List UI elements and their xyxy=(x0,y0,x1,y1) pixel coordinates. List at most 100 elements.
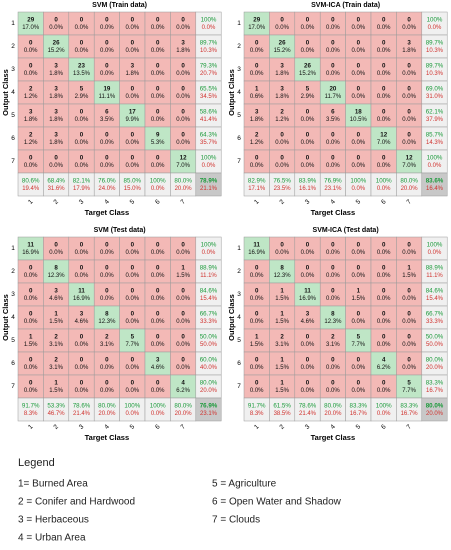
cell-value: 0 xyxy=(382,17,386,24)
cell-percent: 24.0% xyxy=(98,186,116,192)
cell-value: 100% xyxy=(376,403,392,410)
cell-percent: 0.0% xyxy=(301,117,315,123)
cell-percent: 33.3% xyxy=(200,319,218,325)
cell-value: 5 xyxy=(407,380,411,387)
cell-value: 11 xyxy=(27,242,34,249)
cell-value: 0 xyxy=(54,17,58,24)
legend-item: 5 = Agriculture xyxy=(212,479,277,490)
cell-percent: 0.0% xyxy=(402,319,416,325)
cell-percent: 1.2% xyxy=(24,94,38,100)
cell-value: 0 xyxy=(306,155,310,162)
cell-value: 0 xyxy=(156,17,160,24)
cell-value: 8 xyxy=(280,265,284,272)
cell-value: 0 xyxy=(54,242,58,249)
cell-value: 0 xyxy=(156,265,160,272)
cell-percent: 0.0% xyxy=(402,365,416,371)
cell-percent: 8.3% xyxy=(250,411,264,417)
cell-value: 0 xyxy=(407,334,411,341)
cell-percent: 0.0% xyxy=(151,250,165,256)
cell-value: 0 xyxy=(331,288,335,295)
cell-percent: 0.0% xyxy=(275,163,289,169)
row-label: 6 xyxy=(11,360,15,367)
cell-percent: 0.0% xyxy=(301,342,315,348)
row-label: 4 xyxy=(237,314,241,321)
cell-percent: 0.0% xyxy=(301,250,315,256)
cell-percent: 0.0% xyxy=(402,296,416,302)
cell-percent: 1.8% xyxy=(275,71,289,77)
cell-percent: 0.0% xyxy=(100,250,114,256)
col-label: 7 xyxy=(179,423,187,431)
cell-value: 11 xyxy=(304,288,311,295)
cell-value: 0 xyxy=(331,17,335,24)
cell-value: 0 xyxy=(306,132,310,139)
cell-value: 0 xyxy=(382,86,386,93)
cell-value: 12 xyxy=(180,155,187,162)
cell-value: 0 xyxy=(181,288,185,295)
cell-value: 0 xyxy=(255,288,259,295)
col-label: 3 xyxy=(304,423,312,431)
cell-percent: 0.0% xyxy=(250,319,264,325)
cell-percent: 20.0% xyxy=(98,411,116,417)
cell-value: 0 xyxy=(80,17,84,24)
cell-percent: 0.0% xyxy=(326,48,340,54)
cell-value: 100% xyxy=(201,17,217,24)
col-label: 3 xyxy=(78,198,86,206)
cell-value: 0 xyxy=(280,132,284,139)
cell-value: 6 xyxy=(331,109,335,116)
cell-value: 2 xyxy=(29,86,33,93)
cell-value: 0 xyxy=(131,17,135,24)
cell-value: 0 xyxy=(105,63,109,70)
cell-value: 3 xyxy=(131,63,135,70)
cell-percent: 0.0% xyxy=(402,140,416,146)
legend-item: 4 = Urban Area xyxy=(18,533,86,544)
cell-value: 0 xyxy=(181,17,185,24)
cell-percent: 0.0% xyxy=(250,71,264,77)
cell-value: 0 xyxy=(255,311,259,318)
cell-value: 3 xyxy=(306,311,310,318)
cell-value: 0 xyxy=(29,311,33,318)
cell-value: 100% xyxy=(124,403,140,410)
cell-percent: 0.0% xyxy=(24,319,38,325)
cell-percent: 5.3% xyxy=(151,140,165,146)
cell-value: 88.9% xyxy=(426,265,444,272)
cell-value: 0 xyxy=(255,380,259,387)
legend-item: 2 = Conifer and Hardwood xyxy=(18,497,135,508)
cell-value: 0 xyxy=(382,380,386,387)
cell-value: 5 xyxy=(80,86,84,93)
cell-value: 1 xyxy=(54,380,58,387)
col-label: 4 xyxy=(103,423,111,431)
cell-percent: 0.0% xyxy=(100,273,114,279)
cell-percent: 0.0% xyxy=(250,365,264,371)
col-label: 6 xyxy=(154,198,162,206)
cell-percent: 0.0% xyxy=(176,71,190,77)
cell-percent: 7.7% xyxy=(125,342,139,348)
cell-percent: 16.1% xyxy=(299,186,317,192)
cell-value: 84.6% xyxy=(200,288,218,295)
cell-percent: 0.6% xyxy=(250,94,264,100)
cell-value: 0 xyxy=(181,334,185,341)
cell-value: 78.6% xyxy=(299,403,317,410)
cell-value: 0 xyxy=(306,380,310,387)
cell-value: 76.5% xyxy=(273,178,291,185)
cell-percent: 14.3% xyxy=(426,140,444,146)
cell-percent: 0.0% xyxy=(125,94,139,100)
cell-value: 100% xyxy=(150,178,166,185)
cell-percent: 0.0% xyxy=(402,94,416,100)
cell-value: 0 xyxy=(255,357,259,364)
cell-percent: 1.5% xyxy=(49,319,63,325)
cell-percent: 0.0% xyxy=(377,342,391,348)
cell-percent: 0.0% xyxy=(377,186,391,192)
cell-value: 0 xyxy=(181,357,185,364)
cell-value: 0 xyxy=(29,265,33,272)
cell-percent: 16.9% xyxy=(248,250,266,256)
cell-percent: 0.0% xyxy=(24,388,38,394)
cell-percent: 1.5% xyxy=(275,365,289,371)
matrix-title: SVM (Test data) xyxy=(94,227,146,234)
cell-percent: 0.0% xyxy=(402,117,416,123)
cell-percent: 0.0% xyxy=(151,296,165,302)
cell-value: 1 xyxy=(280,311,284,318)
cell-percent: 0.0% xyxy=(301,273,315,279)
cell-percent: 16.7% xyxy=(401,411,419,417)
cell-percent: 7.7% xyxy=(351,342,365,348)
cell-percent: 3.1% xyxy=(275,342,289,348)
